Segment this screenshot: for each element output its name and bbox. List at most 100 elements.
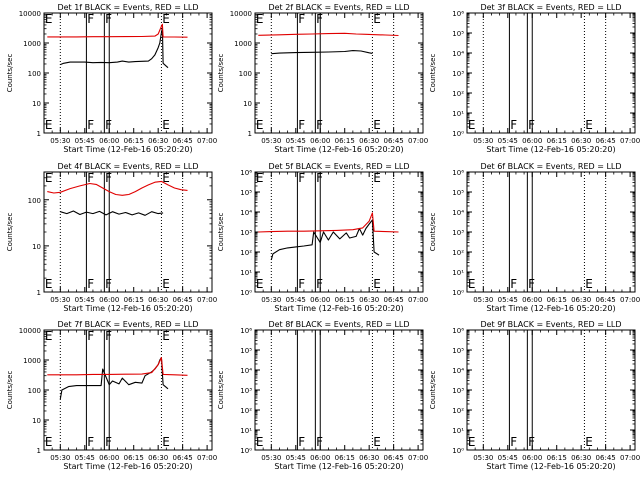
y-tick-label: 10⁰: [452, 289, 464, 297]
x-tick-label: 05:30: [261, 137, 281, 145]
event-marker-label: F: [528, 118, 535, 132]
x-tick-label: 05:30: [50, 296, 70, 304]
detector-panel: Det 8f BLACK = Events, RED = LLD 10⁰ 10¹ 10…: [217, 320, 428, 471]
x-tick-label: 06:30: [571, 137, 591, 145]
panel-title: Det 4f BLACK = Events, RED = LLD: [57, 162, 198, 171]
plot-frame: [254, 12, 424, 134]
event-marker-label: E: [162, 435, 170, 449]
y-tick-label: 10⁴: [240, 209, 252, 217]
x-tick-label: 06:15: [547, 137, 567, 145]
event-marker-label: E: [585, 118, 593, 132]
y-tick-label: 10⁰: [452, 447, 464, 455]
event-marker-label: E: [45, 435, 53, 449]
event-marker-label-top: E: [256, 12, 264, 26]
x-axis-label: Start Time (12-Feb-16 05:20:20): [486, 145, 615, 154]
event-marker-label: F: [528, 277, 535, 291]
events-series-line: [270, 219, 380, 261]
x-tick-label: 06:30: [359, 454, 379, 462]
event-marker-label-top: F: [528, 171, 535, 185]
panel-title: Det 3f BLACK = Events, RED = LLD: [480, 3, 621, 12]
y-tick-label: 10²: [452, 90, 464, 98]
y-tick-label: 1: [37, 289, 41, 297]
x-axis-label: Start Time (12-Feb-16 05:20:20): [486, 304, 615, 313]
events-series-line: [59, 357, 169, 400]
series-group: [258, 32, 399, 55]
x-tick-label: 06:00: [522, 296, 542, 304]
event-marker-label-top: F: [316, 171, 323, 185]
x-axis-label: Start Time (12-Feb-16 05:20:20): [486, 462, 615, 471]
y-tick-label: 10⁶: [240, 327, 252, 335]
event-marker-label-top: F: [87, 12, 94, 26]
y-axis-label: Counts/sec: [6, 371, 14, 410]
x-tick-label: 05:45: [286, 296, 306, 304]
y-tick-label: 10²: [240, 407, 252, 415]
event-marker-label: F: [87, 277, 94, 291]
x-tick-label: 06:00: [522, 454, 542, 462]
event-marker-label-top: E: [468, 329, 476, 343]
event-marker-label-top: F: [298, 12, 305, 26]
series-group: [47, 357, 188, 400]
y-tick-label: 10¹: [240, 269, 252, 277]
x-tick-label: 06:15: [124, 296, 144, 304]
y-tick-label: 10¹: [240, 427, 252, 435]
plot-frame: [254, 329, 424, 451]
event-marker-label-top: F: [316, 12, 323, 26]
x-tick-label: 05:45: [286, 137, 306, 145]
y-axis-label: Counts/sec: [217, 213, 225, 252]
detector-panel: Det 5f BLACK = Events, RED = LLD 10⁰ 10¹ 10…: [217, 162, 428, 313]
events-series-line: [60, 27, 169, 69]
event-marker-label-top: E: [373, 171, 381, 185]
x-tick-label: 06:00: [99, 296, 119, 304]
y-tick-label: 10: [32, 417, 41, 425]
plot-frame: [466, 329, 636, 451]
x-tick-label: 07:00: [197, 296, 217, 304]
x-tick-label: 07:00: [197, 454, 217, 462]
x-tick-label: 05:45: [498, 137, 518, 145]
x-tick-label: 07:00: [620, 296, 640, 304]
event-marker-label-top: E: [256, 329, 264, 343]
y-tick-label: 1000: [23, 357, 41, 365]
event-marker-label-top: F: [298, 171, 305, 185]
event-marker-label-top: F: [316, 329, 323, 343]
event-marker-label: F: [510, 118, 517, 132]
y-tick-label: 10000: [230, 10, 252, 18]
x-tick-label: 05:45: [75, 296, 95, 304]
event-marker-label: E: [373, 277, 381, 291]
plot-frame: [43, 12, 213, 134]
x-tick-label: 06:15: [335, 137, 355, 145]
y-tick-label: 10⁵: [240, 189, 252, 197]
event-marker-label-top: E: [468, 12, 476, 26]
panel-title: Det 7f BLACK = Events, RED = LLD: [57, 320, 198, 329]
x-tick-label: 05:30: [50, 454, 70, 462]
event-marker-label: E: [468, 118, 476, 132]
y-tick-label: 100: [239, 70, 252, 78]
event-marker-label: F: [105, 118, 112, 132]
event-marker-label: E: [45, 277, 53, 291]
x-tick-label: 06:30: [359, 137, 379, 145]
y-tick-label: 10⁰: [240, 289, 252, 297]
x-tick-label: 07:00: [408, 454, 428, 462]
x-tick-label: 06:15: [335, 454, 355, 462]
event-marker-label-top: E: [162, 329, 170, 343]
y-tick-label: 10⁴: [240, 367, 252, 375]
event-marker-label: F: [105, 277, 112, 291]
x-tick-label: 06:45: [384, 296, 404, 304]
event-marker-label: F: [298, 435, 305, 449]
event-marker-label: E: [162, 277, 170, 291]
event-marker-label-top: E: [373, 329, 381, 343]
event-marker-label-top: F: [105, 171, 112, 185]
event-marker-label: E: [373, 435, 381, 449]
y-tick-label: 10¹: [452, 110, 464, 118]
event-marker-label: F: [298, 277, 305, 291]
y-tick-label: 10: [243, 100, 252, 108]
event-marker-label: E: [256, 118, 264, 132]
x-tick-label: 06:00: [310, 296, 330, 304]
x-tick-label: 06:15: [547, 454, 567, 462]
x-tick-label: 06:45: [596, 137, 616, 145]
y-tick-label: 1000: [23, 40, 41, 48]
event-marker-label-top: E: [45, 329, 53, 343]
x-tick-label: 06:30: [148, 137, 168, 145]
event-marker-label: E: [256, 277, 264, 291]
y-tick-label: 10⁴: [452, 50, 464, 58]
x-tick-label: 05:45: [498, 296, 518, 304]
